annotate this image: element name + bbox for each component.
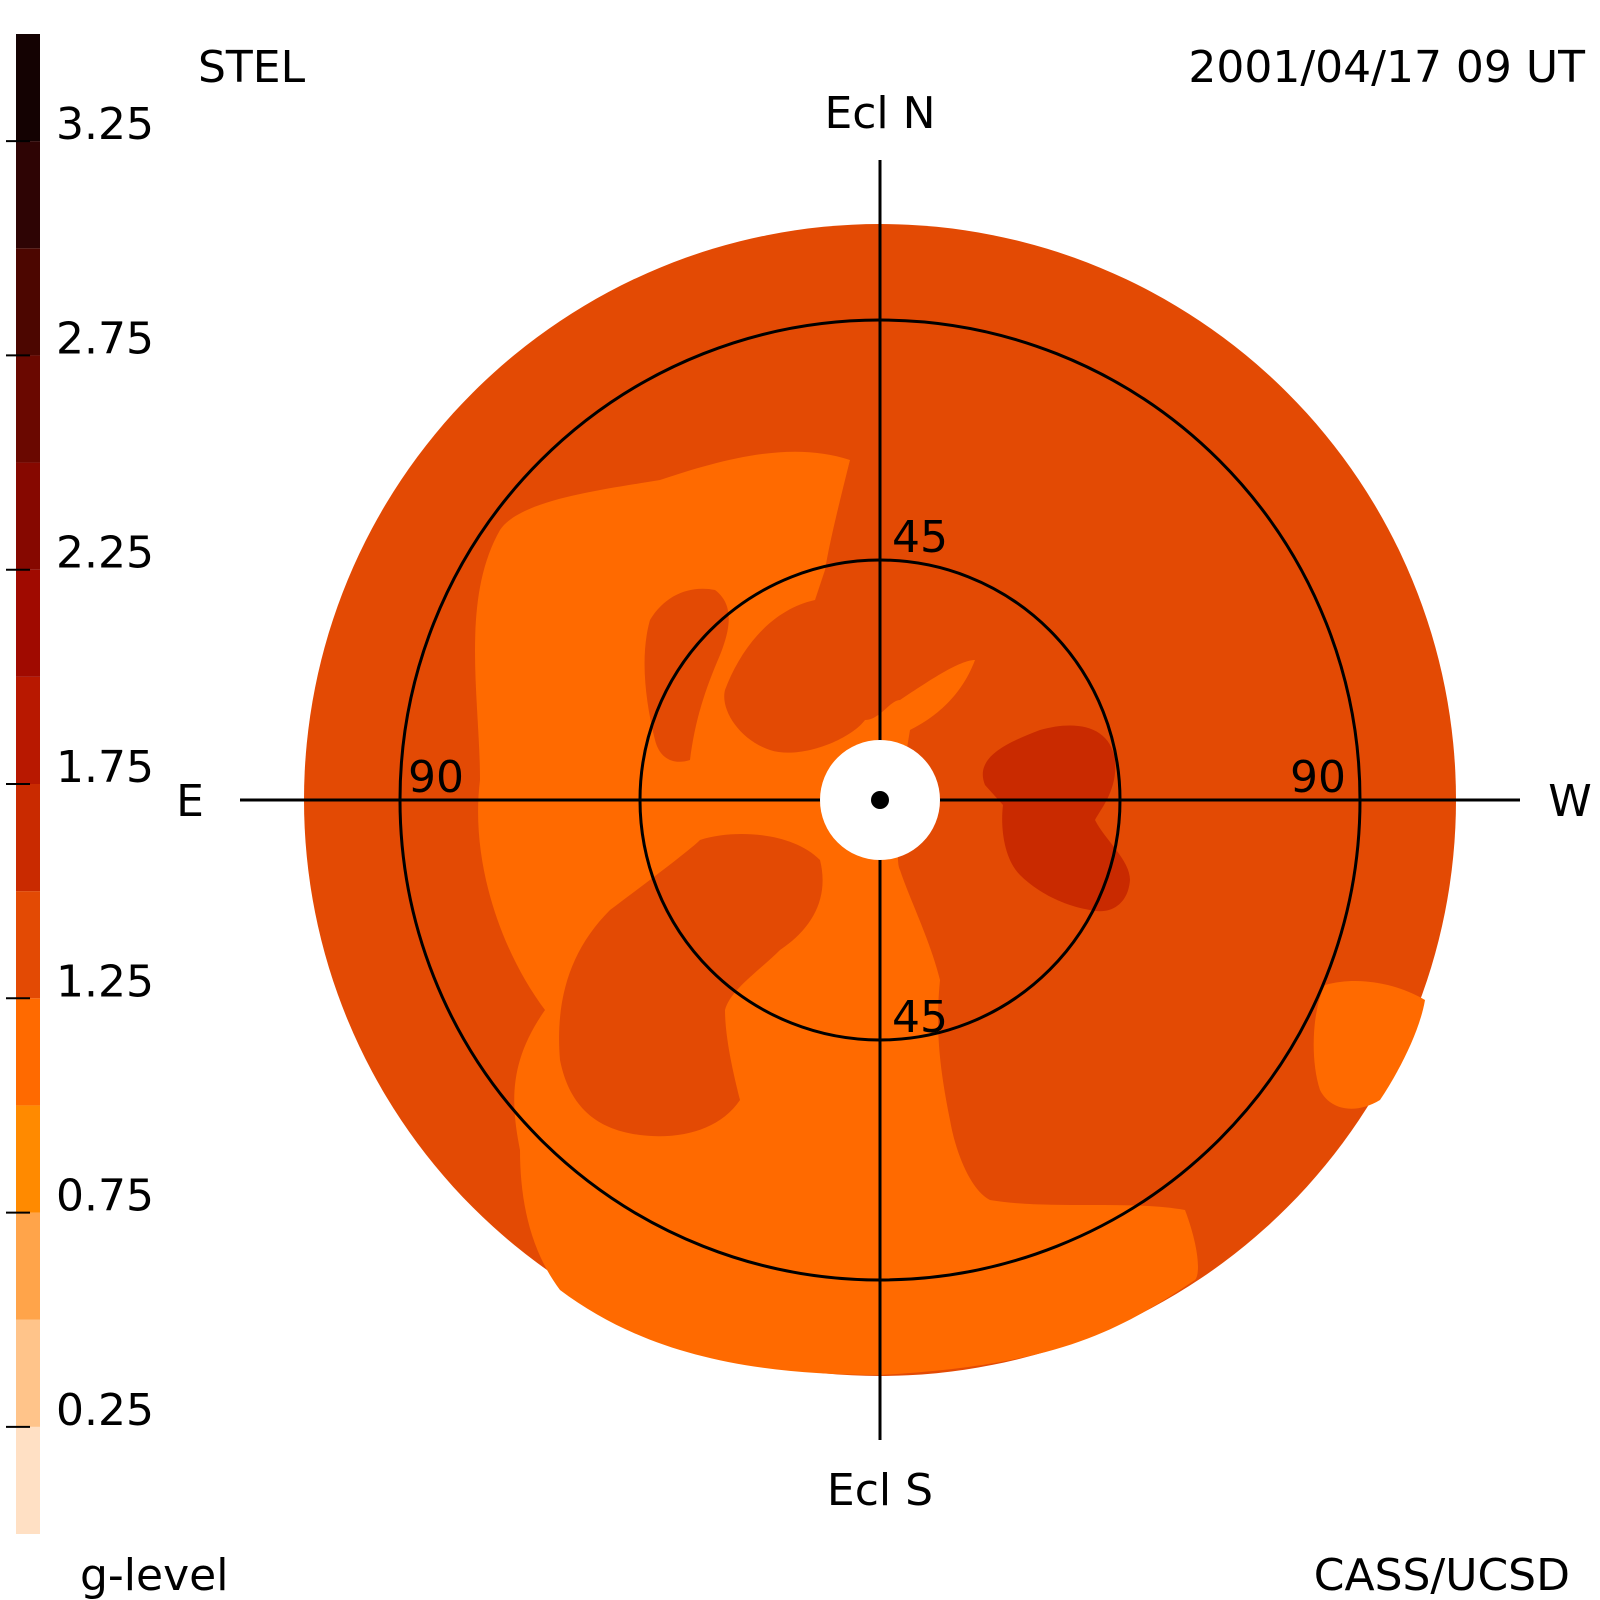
- colorbar-band: [16, 569, 40, 677]
- colorbar-band: [16, 1426, 40, 1534]
- instrument-label: STEL: [198, 42, 306, 93]
- colorbar-tick-label: 1.75: [56, 742, 154, 793]
- timestamp-label: 2001/04/17 09 UT: [1188, 42, 1585, 93]
- colorbar-band: [16, 248, 40, 356]
- label-circle-90-left: 90: [408, 752, 464, 803]
- map-region-high-g: [982, 725, 1130, 912]
- colorbar-band: [16, 462, 40, 570]
- map-patch-low-g-west: [1313, 980, 1425, 1109]
- label-circle-45-top: 45: [892, 512, 948, 563]
- map-patch-mid-g-1: [559, 834, 823, 1137]
- label-west: W: [1548, 776, 1592, 827]
- colorbar-label: g-level: [80, 1550, 228, 1600]
- label-ecl-s: Ecl S: [827, 1465, 933, 1516]
- colorbar-band: [16, 1105, 40, 1213]
- label-ecl-n: Ecl N: [824, 88, 935, 139]
- sky-map: [240, 160, 1520, 1440]
- colorbar-band: [16, 784, 40, 892]
- label-circle-90-right: 90: [1290, 752, 1346, 803]
- colorbar-band: [16, 1212, 40, 1320]
- colorbar-tick-label: 0.75: [56, 1171, 154, 1222]
- colorbar-tick-label: 2.25: [56, 528, 154, 579]
- colorbar-tick-label: 3.25: [56, 99, 154, 150]
- colorbar-band: [16, 34, 40, 142]
- colorbar-tick-label: 0.25: [56, 1385, 154, 1436]
- colorbar-band: [16, 141, 40, 249]
- colorbar-band: [16, 355, 40, 463]
- colorbar-band: [16, 1319, 40, 1427]
- label-east: E: [176, 776, 204, 827]
- colorbar-tick-label: 2.75: [56, 313, 154, 364]
- colorbar-band: [16, 676, 40, 784]
- colorbar-band: [16, 891, 40, 999]
- colorbar-tick-label: 1.25: [56, 956, 154, 1007]
- label-circle-45-bottom: 45: [892, 992, 948, 1043]
- colorbar: [16, 34, 40, 1534]
- colorbar-ticks: 3.25 2.75 2.25 1.75 1.25 0.75 0.25: [6, 99, 154, 1436]
- credit-label: CASS/UCSD: [1314, 1550, 1570, 1600]
- colorbar-band: [16, 998, 40, 1106]
- sun-center-marker: [871, 791, 889, 809]
